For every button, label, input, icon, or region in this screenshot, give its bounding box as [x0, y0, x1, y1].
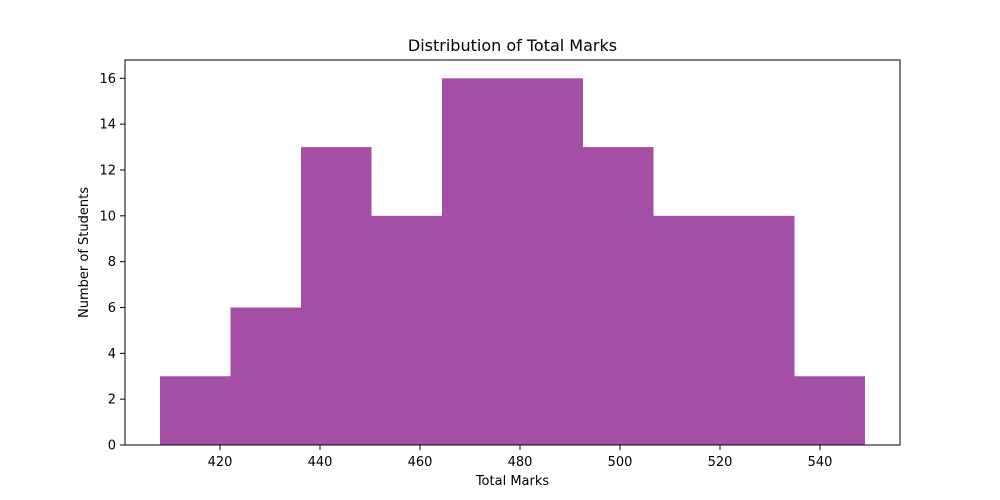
histogram-bar: [160, 376, 231, 445]
y-axis-label: Number of Students: [77, 187, 92, 318]
histogram-bar: [512, 78, 583, 445]
x-tick-label: 500: [608, 455, 633, 470]
y-axis-ticks: 0 2 4 6 8 10 12 14 16: [99, 72, 125, 454]
histogram-bar: [371, 215, 442, 445]
y-tick-label: 2: [108, 393, 116, 408]
plot-frame: [124, 59, 901, 446]
y-tick-label: 14: [99, 118, 116, 133]
y-tick-label: 16: [99, 72, 116, 87]
histogram-bar: [794, 376, 865, 445]
y-tick-label: 6: [108, 301, 116, 316]
histogram-bar: [653, 215, 724, 445]
bars-layer: [160, 78, 865, 446]
x-tick-label: 540: [808, 455, 833, 470]
x-tick-label: 520: [708, 455, 733, 470]
x-tick-label: 460: [408, 455, 433, 470]
y-tick-label: 12: [99, 164, 116, 179]
x-tick-label: 440: [308, 455, 333, 470]
y-tick-label: 10: [99, 209, 116, 224]
x-axis-ticks: 420 440 460 480 500 520 540: [208, 445, 833, 470]
x-tick-label: 420: [208, 455, 233, 470]
y-tick-label: 4: [108, 347, 116, 362]
x-axis-label: Total Marks: [475, 474, 550, 489]
histogram-bar: [230, 307, 301, 445]
histogram-bar: [301, 147, 372, 446]
histogram-bar: [442, 78, 513, 445]
x-tick-label: 480: [508, 455, 533, 470]
y-tick-label: 8: [108, 255, 116, 270]
histogram-bar: [724, 215, 795, 445]
chart-title: Distribution of Total Marks: [408, 36, 617, 55]
histogram-bar: [583, 147, 654, 446]
y-tick-label: 0: [108, 439, 116, 454]
